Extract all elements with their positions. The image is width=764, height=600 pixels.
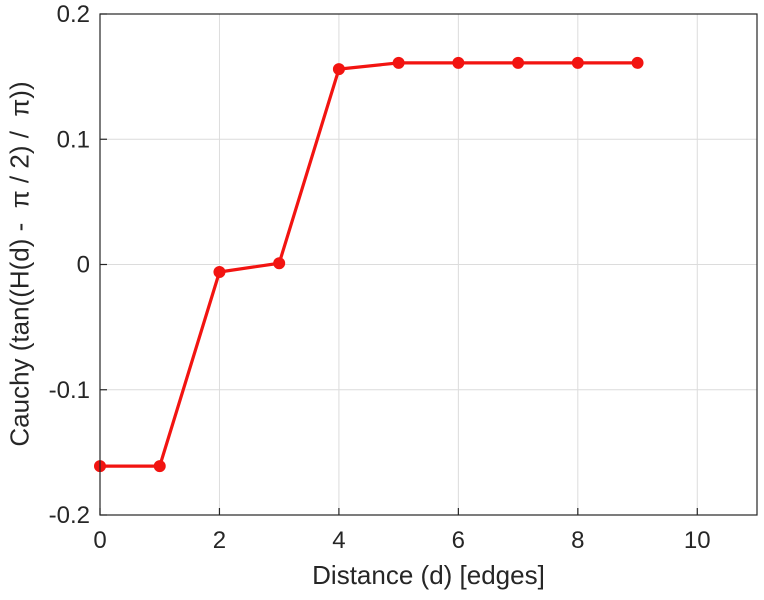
y-axis-label: Cauchy (tan((H(d) - π / 2) / π)) xyxy=(4,81,35,447)
x-tick-label: 8 xyxy=(571,527,584,554)
data-point xyxy=(213,266,226,279)
data-point xyxy=(631,56,644,69)
x-tick-label: 0 xyxy=(93,527,106,554)
data-point xyxy=(273,257,286,270)
x-tick-label: 6 xyxy=(452,527,465,554)
data-line xyxy=(98,61,640,468)
x-tick-label: 4 xyxy=(332,527,345,554)
data-point xyxy=(571,56,584,69)
data-point xyxy=(452,56,465,69)
data-point xyxy=(392,56,405,69)
x-tick-label: 10 xyxy=(684,527,711,554)
x-axis-label: Distance (d) [edges] xyxy=(312,560,545,590)
y-tick-label: 0 xyxy=(77,252,90,279)
y-tick-label: -0.2 xyxy=(49,502,90,529)
y-tick-label: -0.1 xyxy=(49,377,90,404)
x-tick-label: 2 xyxy=(213,527,226,554)
data-point xyxy=(332,63,345,76)
data-point xyxy=(512,56,525,69)
y-tick-label: 0.2 xyxy=(57,1,90,28)
y-tick-label: 0.1 xyxy=(57,126,90,153)
data-point xyxy=(153,460,166,473)
